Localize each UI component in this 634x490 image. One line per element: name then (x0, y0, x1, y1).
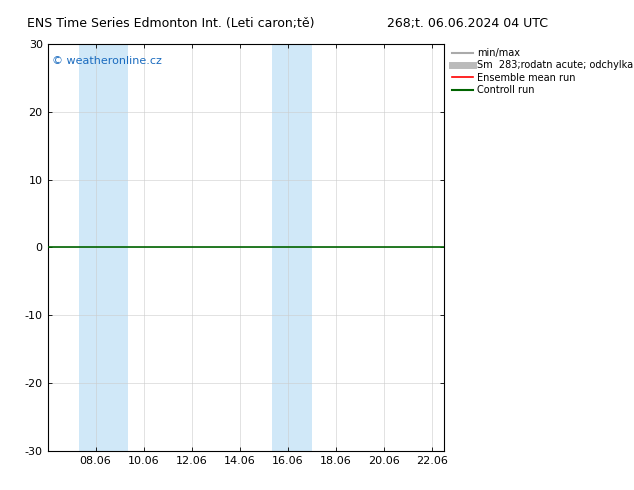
Bar (79, 44, 127, 451)
Text: © weatheronline.cz: © weatheronline.cz (51, 56, 162, 66)
Text: ENS Time Series Edmonton Int. (Leti caron;tě): ENS Time Series Edmonton Int. (Leti caro… (27, 17, 315, 30)
Legend: min/max, Sm  283;rodatn acute; odchylka, Ensemble mean run, Controll run: min/max, Sm 283;rodatn acute; odchylka, … (448, 44, 634, 99)
Text: 268;t. 06.06.2024 04 UTC: 268;t. 06.06.2024 04 UTC (387, 17, 548, 30)
Bar (271, 44, 312, 451)
